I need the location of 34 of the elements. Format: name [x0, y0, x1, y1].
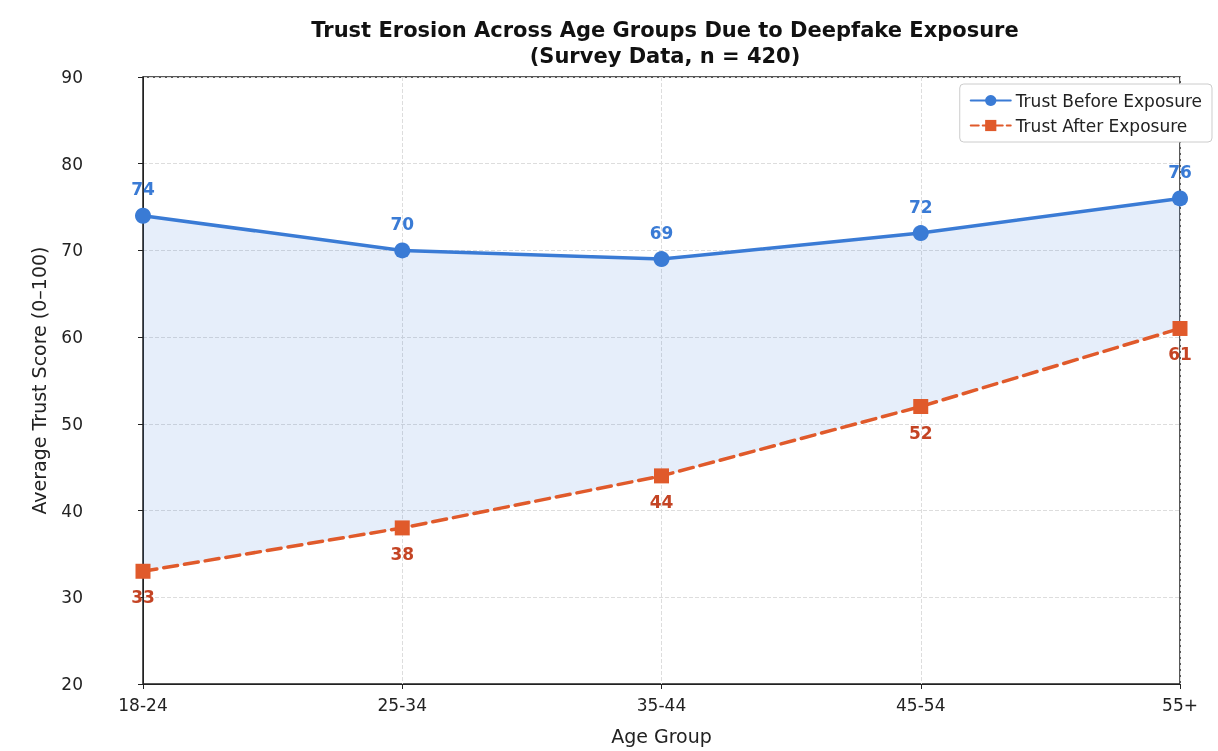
- x-tick-label: 45-54: [896, 694, 946, 715]
- data-label: 52: [908, 422, 933, 443]
- point: [1172, 320, 1188, 336]
- point: [135, 563, 151, 579]
- y-tick-label: 20: [61, 674, 83, 694]
- point: [654, 468, 669, 484]
- y-tick-label: 80: [61, 153, 83, 174]
- point: [1172, 190, 1188, 207]
- y-tick-label: 70: [61, 240, 83, 261]
- x-tick-label: 18-24: [118, 694, 168, 715]
- data-label: 69: [649, 222, 674, 243]
- data-label: 72: [908, 196, 933, 217]
- x-tick-label: 25-34: [377, 694, 427, 715]
- legend-label: Trust After Exposure: [1014, 115, 1188, 136]
- data-label: 38: [390, 543, 415, 564]
- y-axis-title: Average Trust Score (0–100): [27, 246, 50, 515]
- x-axis-title: Age Group: [611, 724, 712, 747]
- chart-title: Trust Erosion Across Age Groups Due to Deepfake Exposure (Survey Data, n = 420): [311, 18, 1019, 68]
- point: [653, 251, 670, 268]
- data-label: 44: [649, 491, 674, 512]
- y-tick-label: 90: [61, 67, 83, 87]
- point: [913, 399, 929, 415]
- y-tick-label: 40: [61, 500, 83, 521]
- legend-label: Trust Before Exposure: [1014, 90, 1202, 111]
- point: [135, 207, 151, 224]
- data-label: 70: [390, 213, 415, 234]
- y-tick-label: 60: [61, 327, 83, 348]
- y-tick-label: 50: [61, 413, 83, 434]
- point: [394, 242, 411, 259]
- x-tick-label: 35-44: [636, 694, 687, 715]
- y-tick-label: 30: [61, 587, 83, 608]
- point: [394, 520, 410, 536]
- x-tick-label: 55+: [1162, 694, 1198, 715]
- point: [912, 225, 929, 242]
